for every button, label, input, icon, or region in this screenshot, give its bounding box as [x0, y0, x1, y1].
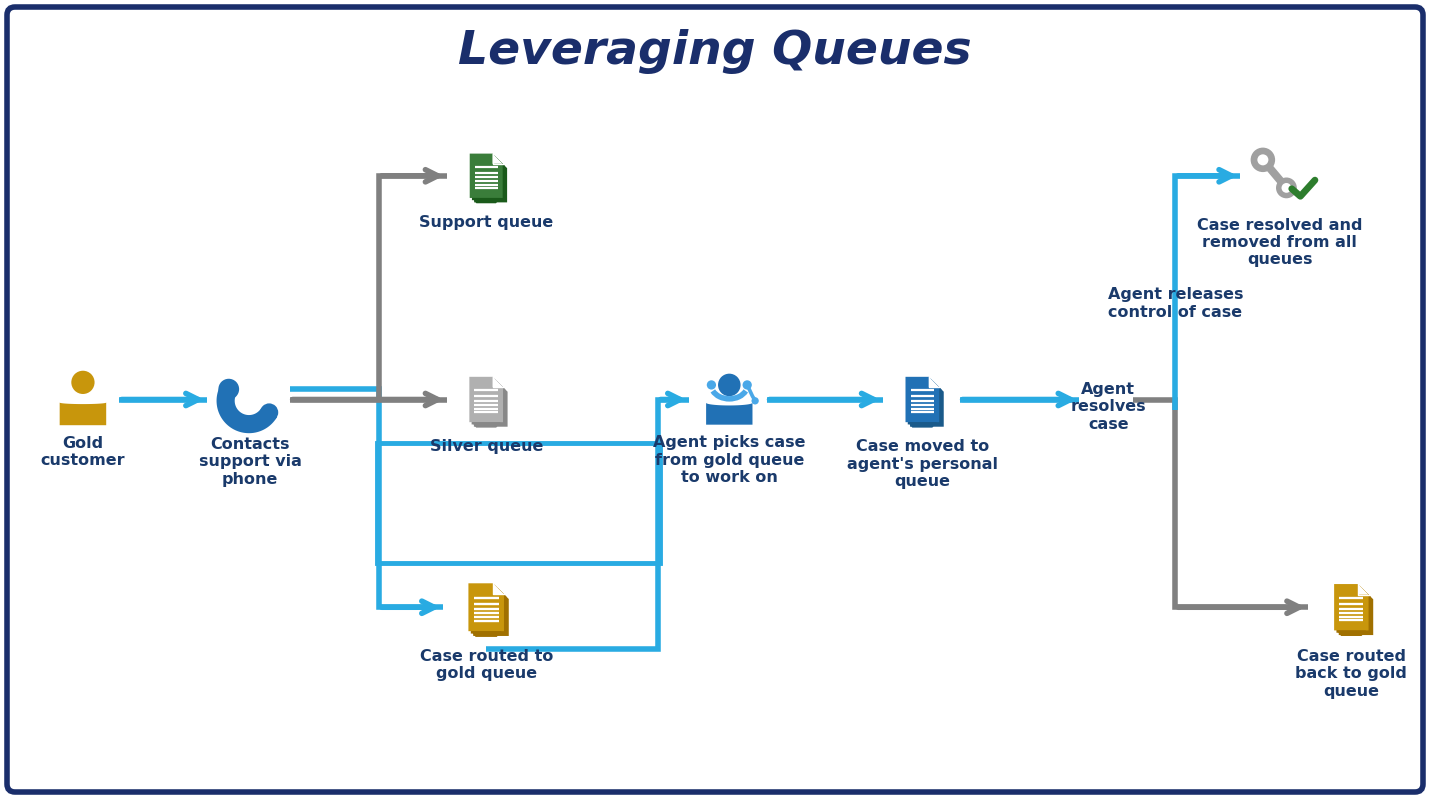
- Text: Case routed to
gold queue: Case routed to gold queue: [419, 649, 553, 682]
- Polygon shape: [473, 381, 508, 427]
- Polygon shape: [475, 158, 508, 202]
- Text: Agent
resolves
case: Agent resolves case: [1071, 382, 1145, 431]
- Polygon shape: [1338, 589, 1373, 635]
- Text: Case resolved and
removed from all
queues: Case resolved and removed from all queue…: [1197, 217, 1363, 268]
- Circle shape: [1257, 154, 1268, 165]
- Polygon shape: [473, 588, 509, 636]
- Text: Gold
customer: Gold customer: [40, 435, 126, 468]
- Polygon shape: [469, 153, 503, 198]
- Circle shape: [1281, 183, 1291, 193]
- Text: Agent releases
control of case: Agent releases control of case: [1108, 288, 1243, 320]
- Text: Leveraging Queues: Leveraging Queues: [458, 30, 972, 74]
- Circle shape: [718, 374, 741, 396]
- Circle shape: [752, 397, 759, 404]
- Polygon shape: [469, 583, 503, 631]
- Circle shape: [72, 371, 94, 394]
- Polygon shape: [908, 379, 941, 424]
- Text: Agent picks case
from gold queue
to work on: Agent picks case from gold queue to work…: [654, 435, 805, 485]
- Circle shape: [219, 379, 239, 400]
- Polygon shape: [1358, 584, 1369, 594]
- FancyBboxPatch shape: [7, 7, 1423, 792]
- Polygon shape: [930, 377, 940, 388]
- Polygon shape: [470, 586, 506, 634]
- Polygon shape: [472, 422, 500, 427]
- Polygon shape: [472, 379, 505, 424]
- Polygon shape: [216, 384, 277, 433]
- Polygon shape: [909, 381, 944, 427]
- Polygon shape: [1337, 586, 1371, 633]
- Text: Case routed
back to gold
queue: Case routed back to gold queue: [1296, 649, 1407, 699]
- Polygon shape: [1337, 630, 1366, 636]
- Text: Contacts
support via
phone: Contacts support via phone: [199, 437, 302, 487]
- Polygon shape: [470, 631, 502, 637]
- Text: Silver queue: Silver queue: [429, 439, 543, 454]
- Polygon shape: [472, 198, 500, 203]
- Polygon shape: [706, 403, 752, 425]
- Circle shape: [706, 380, 716, 390]
- Circle shape: [1276, 177, 1297, 198]
- Circle shape: [1251, 148, 1276, 172]
- Polygon shape: [1334, 584, 1369, 630]
- Text: Case moved to
agent's personal
queue: Case moved to agent's personal queue: [847, 439, 998, 489]
- Polygon shape: [493, 377, 503, 388]
- Polygon shape: [492, 153, 503, 164]
- Polygon shape: [472, 156, 505, 201]
- Polygon shape: [1261, 159, 1294, 196]
- Polygon shape: [469, 377, 503, 422]
- Circle shape: [742, 380, 752, 390]
- Polygon shape: [60, 403, 106, 425]
- Polygon shape: [493, 583, 503, 594]
- Polygon shape: [908, 422, 937, 427]
- Circle shape: [260, 403, 279, 422]
- Polygon shape: [905, 377, 940, 422]
- Text: Support queue: Support queue: [419, 216, 553, 230]
